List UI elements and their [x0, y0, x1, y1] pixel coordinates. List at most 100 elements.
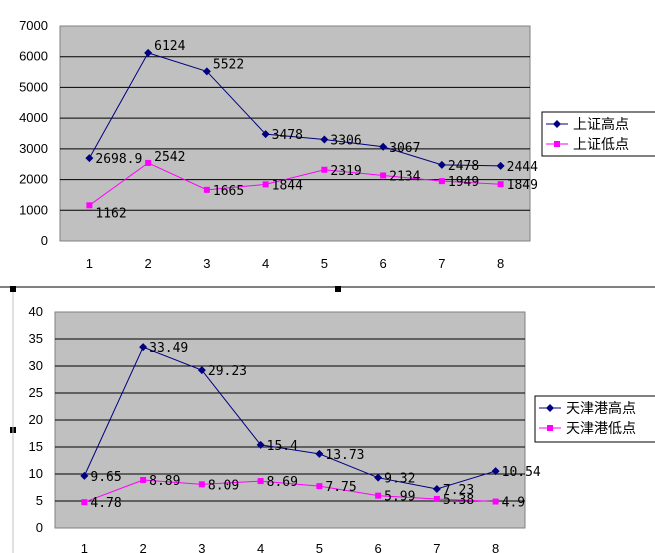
data-label: 2698.9: [95, 152, 142, 167]
legend-marker-diamond: [546, 404, 554, 412]
x-tick-label: 2: [140, 541, 147, 553]
data-label: 7.23: [443, 483, 474, 498]
data-point-diamond: [432, 484, 441, 493]
y-tick-label: 0: [36, 520, 43, 535]
data-label: 33.49: [149, 341, 188, 356]
x-tick-label: 7: [438, 256, 445, 271]
data-label: 4.9: [502, 496, 525, 511]
data-point-diamond: [139, 343, 148, 352]
shanghai-index-chart[interactable]: 0 1000 2000 3000 4000 5000 6000 7000 1 2 3 4 5 6 7 8 269…: [19, 18, 655, 271]
data-label: 3306: [330, 133, 361, 148]
legend-label: 上证高点: [573, 116, 629, 133]
data-label: 2542: [154, 150, 185, 165]
x-tick-label: 5: [321, 256, 328, 271]
data-label: 1844: [272, 178, 303, 193]
y-tick-label: 35: [29, 331, 43, 346]
y-tick-label: 4000: [19, 110, 48, 125]
series-line: [83, 346, 496, 490]
data-point-diamond: [197, 366, 206, 375]
data-point-diamond: [85, 154, 94, 163]
data-point-square: [380, 172, 387, 179]
y-tick-label: 5000: [19, 79, 48, 94]
selection-handle[interactable]: [10, 286, 16, 292]
data-label: 2319: [330, 164, 361, 179]
data-point-diamond: [256, 440, 265, 449]
x-tick-label: 8: [497, 256, 504, 271]
x-tick-label: 5: [316, 541, 323, 553]
data-label: 7.75: [325, 480, 356, 495]
data-point-diamond: [202, 67, 211, 76]
data-point-diamond: [80, 471, 89, 480]
data-point-square: [145, 159, 152, 166]
data-label: 29.23: [208, 364, 247, 379]
data-point-square: [257, 478, 264, 485]
data-label: 3067: [389, 141, 420, 156]
x-tick-label: 7: [433, 541, 440, 553]
data-label: 1162: [95, 206, 126, 221]
legend-box: [541, 111, 655, 157]
plot-area: [59, 25, 531, 242]
data-point-diamond: [491, 467, 500, 476]
data-point-square: [492, 498, 499, 505]
y-tick-label: 2000: [19, 172, 48, 187]
y-tick-label: 40: [29, 304, 43, 319]
data-label: 9.32: [384, 472, 415, 487]
data-point-square: [497, 181, 504, 188]
data-point-diamond: [437, 160, 446, 169]
selection-handle[interactable]: [335, 286, 341, 292]
data-label: 2134: [389, 169, 420, 184]
legend-label: 上证低点: [573, 137, 629, 153]
data-label: 8.89: [149, 474, 180, 489]
data-label: 1665: [213, 184, 244, 199]
legend-marker-square: [554, 141, 560, 147]
y-tick-label: 30: [29, 358, 43, 373]
data-label: 5.38: [443, 493, 474, 508]
legend-box: [534, 395, 655, 443]
x-tick-label: 6: [380, 256, 387, 271]
y-tick-label: 1000: [19, 202, 48, 217]
y-tick-label: 6000: [19, 49, 48, 64]
data-point-diamond: [320, 135, 329, 144]
data-label: 5522: [213, 57, 244, 72]
y-tick-label: 20: [29, 412, 43, 427]
y-tick-label: 7000: [19, 18, 48, 33]
legend-label: 天津港高点: [566, 400, 636, 417]
data-label: 13.73: [325, 448, 364, 463]
data-label: 15.4: [267, 439, 298, 454]
x-tick-label: 3: [203, 256, 210, 271]
data-point-diamond: [144, 48, 153, 57]
data-label: 3478: [272, 128, 303, 143]
data-label: 5.99: [384, 490, 415, 505]
y-tick-label: 25: [29, 385, 43, 400]
tianjin-port-chart[interactable]: 0 5 10 15 20 25 30 35 40 1 2 3 4 5 6 7 8 9.65 33.49 29.23 15…: [29, 304, 655, 553]
legend-marker-diamond: [553, 120, 561, 128]
data-point-square: [262, 181, 269, 188]
series-line: [88, 52, 501, 167]
y-tick-label: 0: [41, 233, 48, 248]
data-point-square: [438, 178, 445, 185]
data-label: 1949: [448, 175, 479, 190]
data-label: 2478: [448, 159, 479, 174]
data-label: 1849: [507, 178, 538, 193]
x-tick-label: 1: [86, 256, 93, 271]
data-point-square: [316, 483, 323, 490]
data-point-square: [433, 495, 440, 502]
data-point-square: [81, 499, 88, 506]
data-point-diamond: [379, 142, 388, 151]
data-label: 8.69: [267, 475, 298, 490]
data-point-diamond: [261, 130, 270, 139]
y-tick-label: 15: [29, 439, 43, 454]
y-tick-label: 3000: [19, 141, 48, 156]
data-point-square: [86, 202, 93, 209]
data-point-square: [203, 186, 210, 193]
data-point-square: [140, 476, 147, 483]
data-label: 4.78: [90, 496, 121, 511]
data-label: 6124: [154, 39, 185, 54]
x-tick-label: 6: [375, 541, 382, 553]
data-point-diamond: [496, 161, 505, 170]
data-point-square: [198, 481, 205, 488]
data-point-square: [321, 166, 328, 173]
data-point-square: [375, 492, 382, 499]
data-label: 9.65: [90, 470, 121, 485]
